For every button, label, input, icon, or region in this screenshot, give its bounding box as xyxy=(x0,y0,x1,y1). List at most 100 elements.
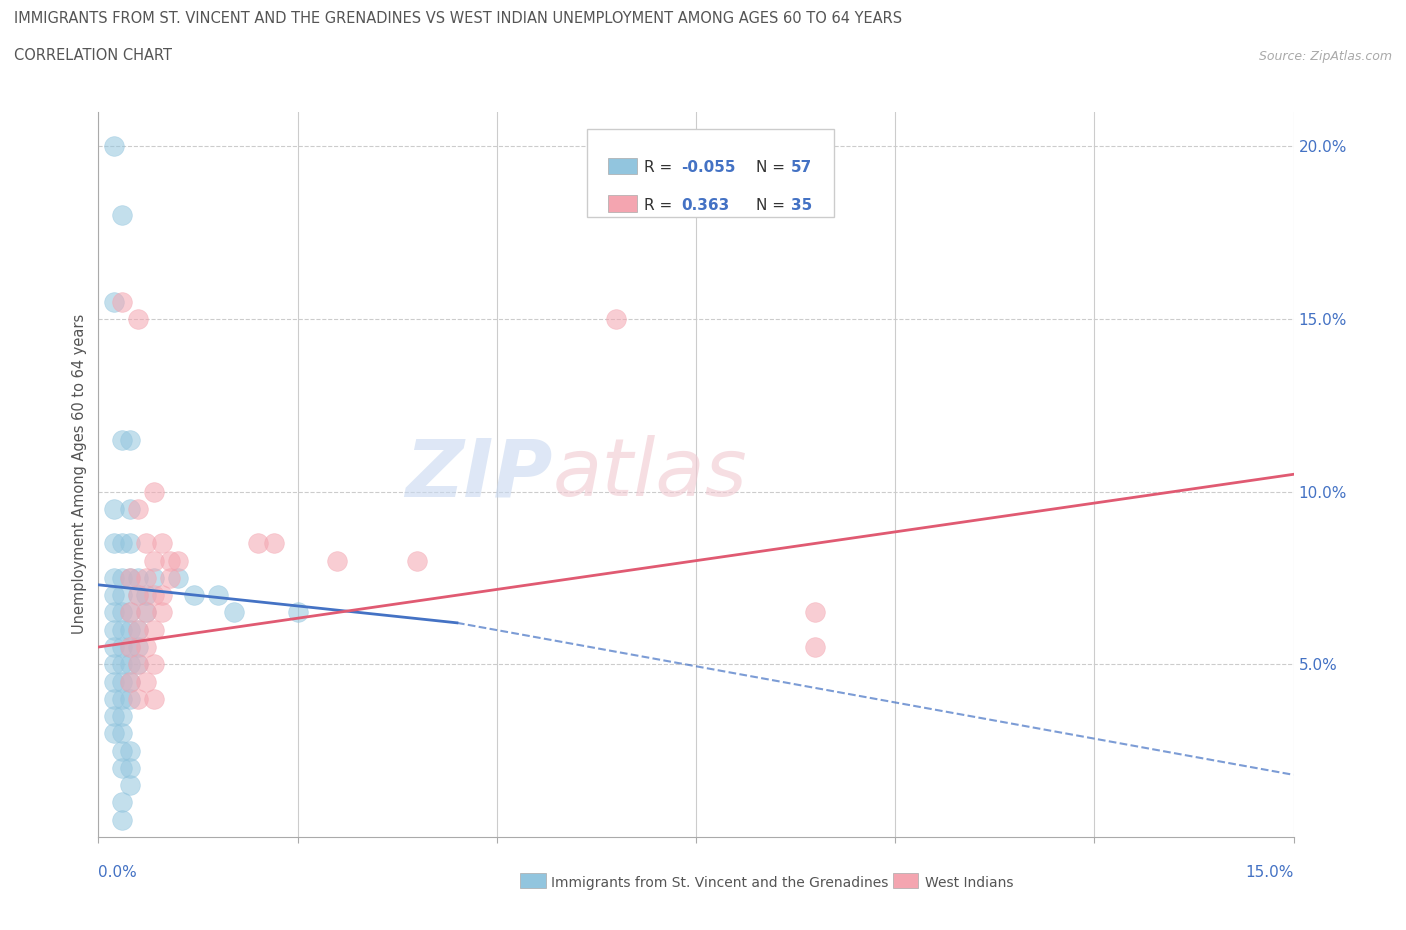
Point xyxy=(103,657,125,671)
Text: R =: R = xyxy=(644,160,676,175)
Point xyxy=(127,691,149,706)
Point xyxy=(605,312,627,326)
Point xyxy=(135,605,157,620)
Point xyxy=(111,207,134,222)
Point xyxy=(159,553,181,568)
Point xyxy=(120,640,142,655)
Point xyxy=(127,657,149,671)
Point xyxy=(143,657,166,671)
Text: R =: R = xyxy=(644,198,676,213)
Point xyxy=(120,536,142,551)
Point xyxy=(120,640,142,655)
Point xyxy=(804,640,827,655)
Point xyxy=(111,657,134,671)
Point xyxy=(183,588,205,603)
Text: IMMIGRANTS FROM ST. VINCENT AND THE GRENADINES VS WEST INDIAN UNEMPLOYMENT AMONG: IMMIGRANTS FROM ST. VINCENT AND THE GREN… xyxy=(14,11,903,26)
Text: atlas: atlas xyxy=(553,435,748,513)
Text: Source: ZipAtlas.com: Source: ZipAtlas.com xyxy=(1258,50,1392,63)
Point xyxy=(263,536,285,551)
Point xyxy=(167,553,190,568)
Point xyxy=(326,553,349,568)
Point xyxy=(143,588,166,603)
Point xyxy=(111,709,134,724)
Point xyxy=(103,536,125,551)
Point xyxy=(120,622,142,637)
Text: CORRELATION CHART: CORRELATION CHART xyxy=(14,48,172,63)
Point xyxy=(111,743,134,758)
Point xyxy=(143,622,166,637)
Point xyxy=(111,570,134,585)
Point xyxy=(111,640,134,655)
Point xyxy=(111,761,134,776)
Point xyxy=(111,674,134,689)
Text: 35: 35 xyxy=(792,198,813,213)
Point xyxy=(120,432,142,447)
Point xyxy=(167,570,190,585)
Point xyxy=(143,691,166,706)
Point xyxy=(120,674,142,689)
Point xyxy=(127,588,149,603)
Point xyxy=(103,605,125,620)
Point xyxy=(135,640,157,655)
Point xyxy=(120,761,142,776)
Point xyxy=(804,605,827,620)
Point xyxy=(111,432,134,447)
Point xyxy=(111,605,134,620)
Point xyxy=(103,570,125,585)
Point xyxy=(127,640,149,655)
Point xyxy=(111,588,134,603)
Text: -0.055: -0.055 xyxy=(682,160,737,175)
Point xyxy=(120,605,142,620)
Text: 0.0%: 0.0% xyxy=(98,865,138,880)
Point xyxy=(143,570,166,585)
Point xyxy=(127,622,149,637)
Text: West Indians: West Indians xyxy=(925,875,1014,890)
Point xyxy=(103,640,125,655)
Text: N =: N = xyxy=(756,198,790,213)
Point xyxy=(111,795,134,810)
Point xyxy=(159,570,181,585)
Point xyxy=(127,622,149,637)
Point xyxy=(127,501,149,516)
Point xyxy=(103,139,125,153)
Point xyxy=(120,570,142,585)
Point xyxy=(103,726,125,741)
Text: N =: N = xyxy=(756,160,790,175)
Point xyxy=(111,536,134,551)
Point xyxy=(120,657,142,671)
Point xyxy=(135,536,157,551)
Point xyxy=(111,294,134,309)
Point xyxy=(143,485,166,499)
Y-axis label: Unemployment Among Ages 60 to 64 years: Unemployment Among Ages 60 to 64 years xyxy=(72,314,87,634)
Point xyxy=(127,657,149,671)
Text: 15.0%: 15.0% xyxy=(1246,865,1294,880)
Point xyxy=(111,622,134,637)
Point xyxy=(120,777,142,792)
Point xyxy=(207,588,229,603)
Point xyxy=(111,726,134,741)
Point xyxy=(287,605,309,620)
Point xyxy=(103,501,125,516)
Point xyxy=(406,553,429,568)
Text: Immigrants from St. Vincent and the Grenadines: Immigrants from St. Vincent and the Gren… xyxy=(551,875,889,890)
Point xyxy=(135,674,157,689)
Point xyxy=(111,812,134,827)
Point xyxy=(127,588,149,603)
Point xyxy=(120,570,142,585)
Point xyxy=(127,312,149,326)
Point xyxy=(120,674,142,689)
Point xyxy=(150,536,173,551)
Point xyxy=(120,605,142,620)
Point xyxy=(120,743,142,758)
Point xyxy=(103,622,125,637)
Point xyxy=(103,691,125,706)
Point xyxy=(111,691,134,706)
Point xyxy=(222,605,245,620)
Point xyxy=(150,588,173,603)
Point xyxy=(120,691,142,706)
Point xyxy=(246,536,269,551)
Point xyxy=(135,570,157,585)
Point xyxy=(120,501,142,516)
Point xyxy=(150,605,173,620)
Point xyxy=(127,570,149,585)
